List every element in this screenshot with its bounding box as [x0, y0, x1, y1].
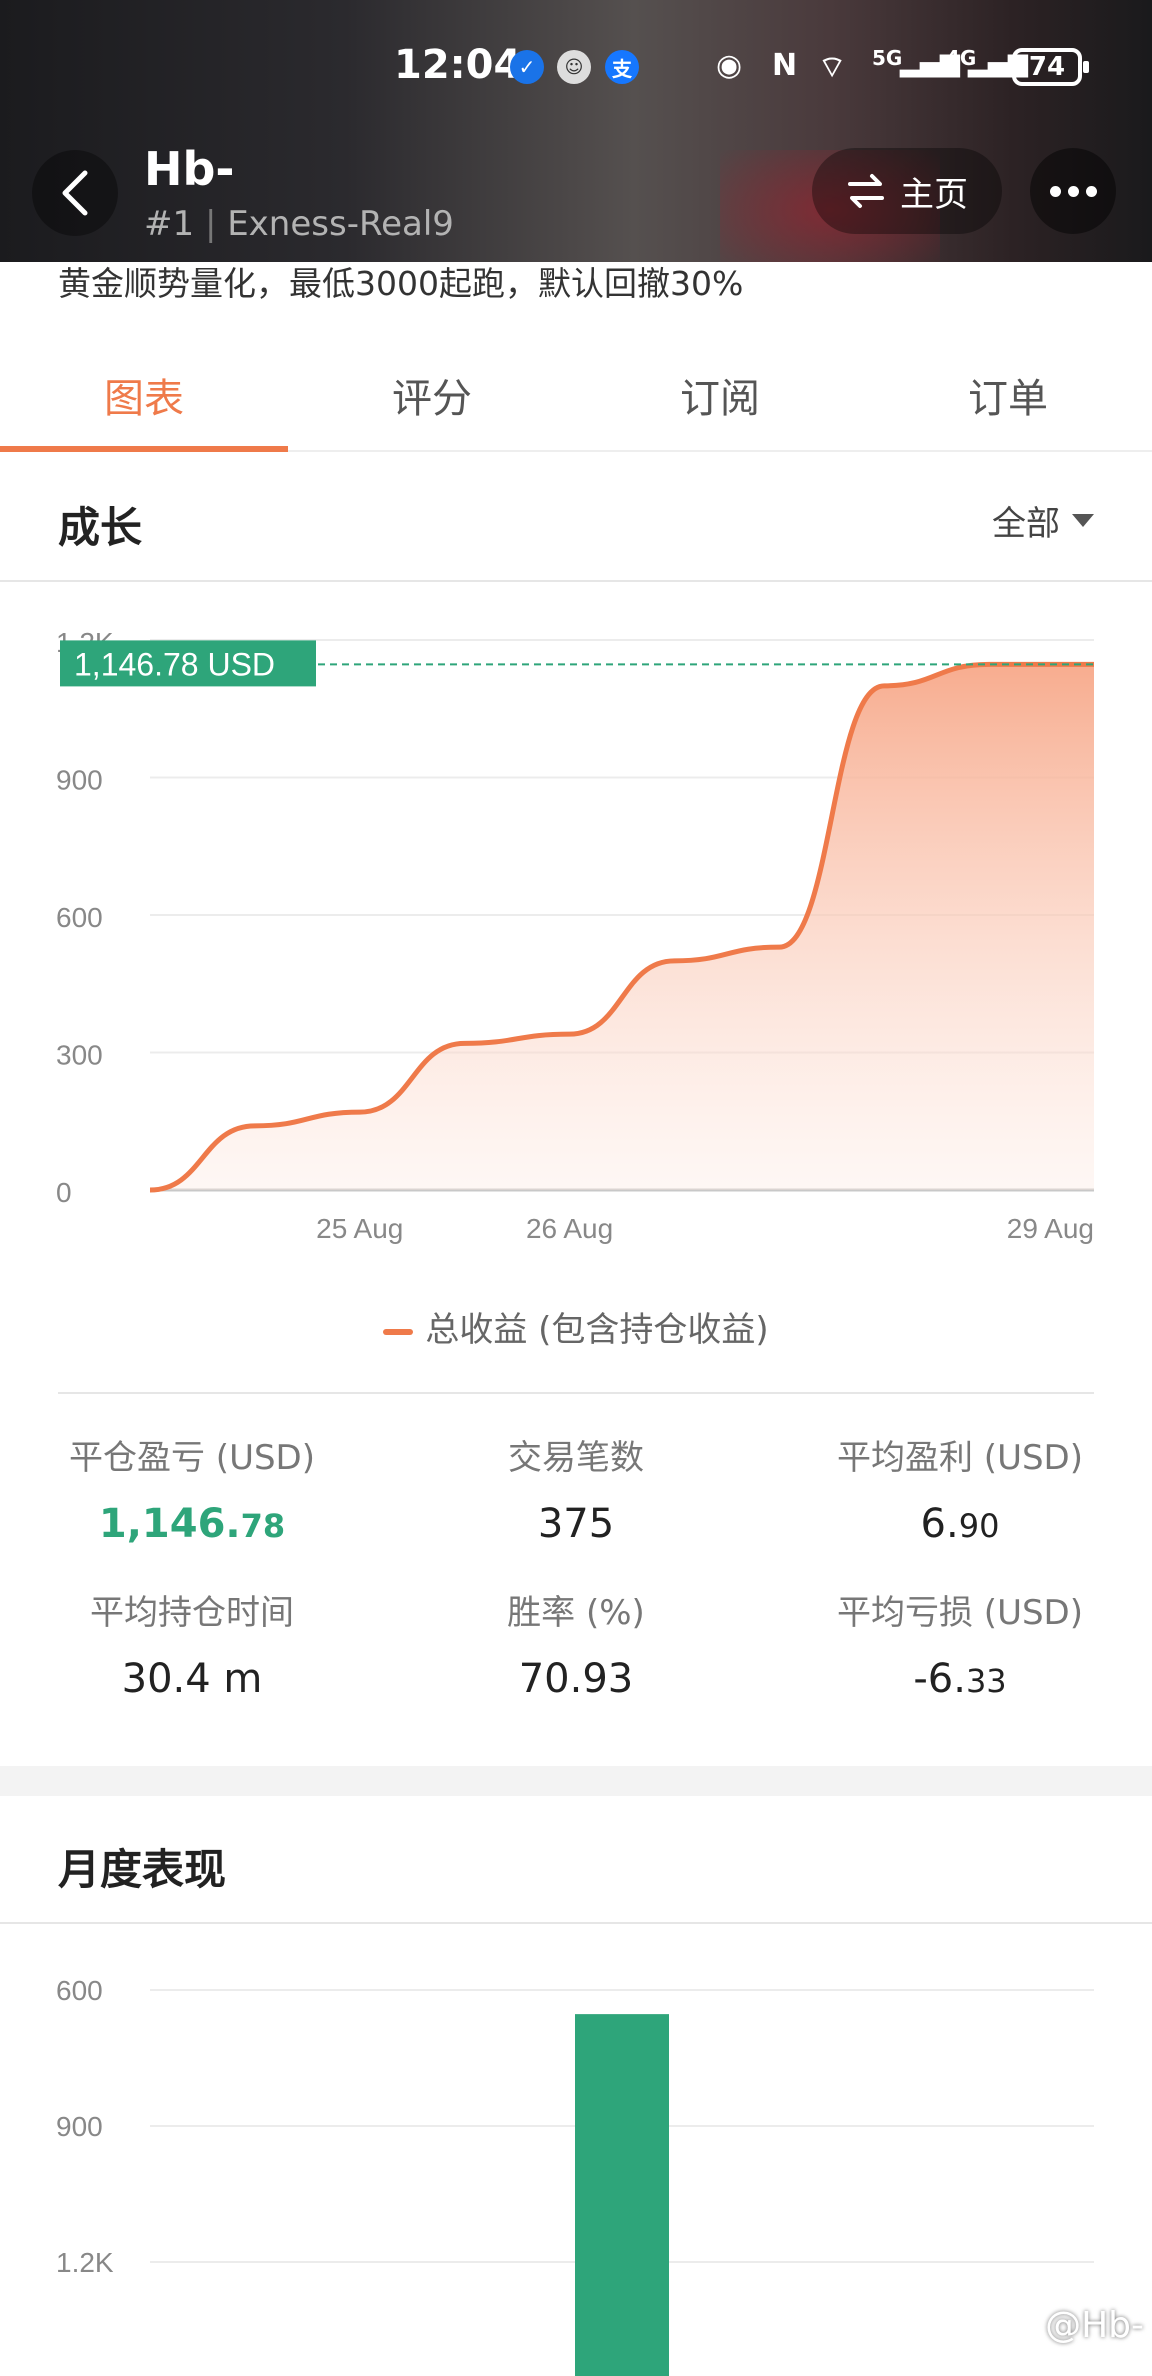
- y-tick-label: 900: [56, 2111, 103, 2142]
- server-label: Exness-Real9: [227, 204, 454, 244]
- battery-icon: 74: [1012, 48, 1089, 86]
- wifi-icon: ⌔: [818, 50, 847, 85]
- more-dot-icon: [1049, 185, 1061, 197]
- x-tick-label: 25 Aug: [316, 1213, 403, 1244]
- stat-value: 30.4 m: [121, 1656, 263, 1702]
- tab-bar: 图表 评分 订阅 订单: [0, 352, 1152, 452]
- strategy-description: 黄金顺势量化，最低3000起跑，默认回撤30%: [58, 264, 744, 303]
- alipay-icon: 支: [605, 50, 639, 84]
- growth-series-line: [149, 661, 1094, 1193]
- app-header: 12:04 ✓ ☺ 支 ◉ N ⌔ 5G ▂▄▆ 4G ▂▄▆ 74 Hb- #…: [0, 0, 1152, 262]
- legend-label: 总收益 (包含持仓收益): [425, 1310, 769, 1350]
- tab-orders[interactable]: 订单: [968, 376, 1048, 422]
- stat-avg-loss: 平均亏损 (USD) -6.33: [768, 1585, 1152, 1702]
- growth-section-header: 成长 全部: [0, 454, 1152, 582]
- notification-app-icon: ☺: [557, 50, 591, 84]
- more-dot-icon: [1085, 185, 1097, 197]
- stat-avg-hold-time: 平均持仓时间 30.4 m: [0, 1585, 384, 1702]
- stat-label: 平均盈利 (USD): [837, 1438, 1083, 1478]
- y-tick-label: 600: [56, 1975, 103, 2006]
- watermark: @Hb-: [1045, 2305, 1144, 2346]
- stat-trade-count: 交易笔数 375: [384, 1430, 768, 1547]
- signal-5g-label: 5G: [872, 46, 903, 70]
- growth-area-fill: [150, 664, 1094, 1190]
- period-filter-dropdown[interactable]: 全部: [992, 496, 1094, 545]
- stat-value: 70.93: [518, 1656, 634, 1702]
- stat-label: 平均亏损 (USD): [837, 1593, 1083, 1633]
- more-options-button[interactable]: [1030, 148, 1116, 234]
- monthly-bar: [575, 2014, 669, 2376]
- nfc-icon: N: [772, 48, 798, 83]
- y-tick-label: 600: [56, 902, 103, 933]
- monthly-title: 月度表现: [58, 1845, 227, 1894]
- home-button-label: 主页: [900, 174, 968, 215]
- more-dot-icon: [1067, 185, 1079, 197]
- stat-closed-pnl: 平仓盈亏 (USD) 1,146.78: [0, 1430, 384, 1547]
- stat-value: 1,146.78: [98, 1501, 286, 1547]
- eye-icon: ◉: [716, 48, 743, 83]
- divider: [58, 1392, 1094, 1394]
- current-value-label: 1,146.78 USD: [74, 646, 275, 682]
- account-subtitle: #1 | Exness-Real9: [144, 204, 454, 244]
- caret-down-icon: [1072, 514, 1094, 527]
- nav-bar: Hb- #1 | Exness-Real9 主页: [0, 142, 1152, 248]
- stat-label: 胜率 (%): [507, 1593, 645, 1633]
- stat-label: 平仓盈亏 (USD): [69, 1438, 315, 1478]
- back-button[interactable]: [32, 150, 118, 236]
- status-time: 12:04: [394, 42, 522, 88]
- chevron-left-icon: [62, 170, 88, 216]
- signal-bars-icon: ▂▄▆: [900, 48, 960, 78]
- monthly-section-header: 月度表现: [0, 1796, 1152, 1924]
- stat-value: 6.90: [920, 1501, 1000, 1547]
- y-tick-label: 1.2K: [56, 2247, 114, 2278]
- monthly-chart: 600 900 1.2K: [0, 1926, 1152, 2376]
- notification-app-icon: ✓: [510, 50, 544, 84]
- swap-icon: [848, 174, 884, 208]
- y-tick-label: 300: [56, 1040, 103, 1071]
- y-tick-label: 0: [56, 1177, 72, 1208]
- stat-label: 平均持仓时间: [90, 1593, 294, 1633]
- stat-value: 375: [537, 1501, 615, 1547]
- rank-label: #1: [144, 204, 195, 244]
- period-filter-label: 全部: [992, 504, 1060, 544]
- tab-subscribe[interactable]: 订阅: [680, 376, 760, 422]
- home-button[interactable]: 主页: [812, 148, 1002, 234]
- stat-win-rate: 胜率 (%) 70.93: [384, 1585, 768, 1702]
- page-title: Hb-: [144, 142, 235, 196]
- section-separator: [0, 1766, 1152, 1796]
- signal-4g-label: 4G: [946, 46, 977, 70]
- tab-chart[interactable]: 图表: [0, 352, 288, 452]
- chart-legend: 总收益 (包含持仓收益): [0, 1302, 1152, 1351]
- x-tick-label: 26 Aug: [526, 1213, 613, 1244]
- y-tick-label: 900: [56, 765, 103, 796]
- stat-avg-profit: 平均盈利 (USD) 6.90: [768, 1430, 1152, 1547]
- stat-value: -6.33: [913, 1656, 1007, 1702]
- stats-grid: 平仓盈亏 (USD) 1,146.78 交易笔数 375 平均盈利 (USD) …: [0, 1430, 1152, 1702]
- current-value-badge: [60, 640, 316, 687]
- monthly-chart-svg: 600 900 1.2K: [56, 1975, 1094, 2376]
- growth-title: 成长: [58, 503, 143, 552]
- stat-label: 交易笔数: [508, 1438, 644, 1478]
- x-tick-label: 29 Aug: [1007, 1213, 1094, 1244]
- status-bar: 12:04 ✓ ☺ 支 ◉ N ⌔ 5G ▂▄▆ 4G ▂▄▆ 74: [0, 40, 1152, 96]
- tab-rating[interactable]: 评分: [392, 376, 472, 422]
- legend-swatch: [383, 1328, 414, 1335]
